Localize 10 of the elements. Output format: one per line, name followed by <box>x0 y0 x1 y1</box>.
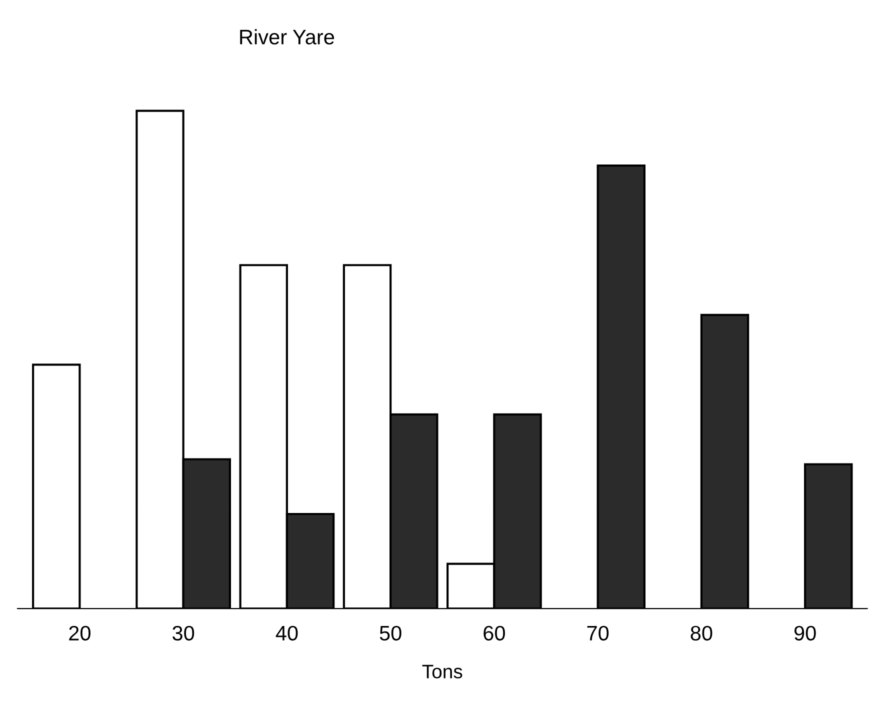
x-tick-label: 40 <box>276 626 298 641</box>
x-tick-label: 20 <box>69 626 90 641</box>
x-tick-label: 70 <box>587 626 609 641</box>
x-tick-label: 60 <box>484 626 505 641</box>
x-tick-label: 50 <box>380 626 402 641</box>
x-axis-title: Tons <box>422 664 462 678</box>
chart-title: River Yare <box>240 29 334 44</box>
x-tick-label: 30 <box>172 626 194 641</box>
x-tick-label: 90 <box>794 626 816 641</box>
x-tick-label: 80 <box>690 626 712 641</box>
